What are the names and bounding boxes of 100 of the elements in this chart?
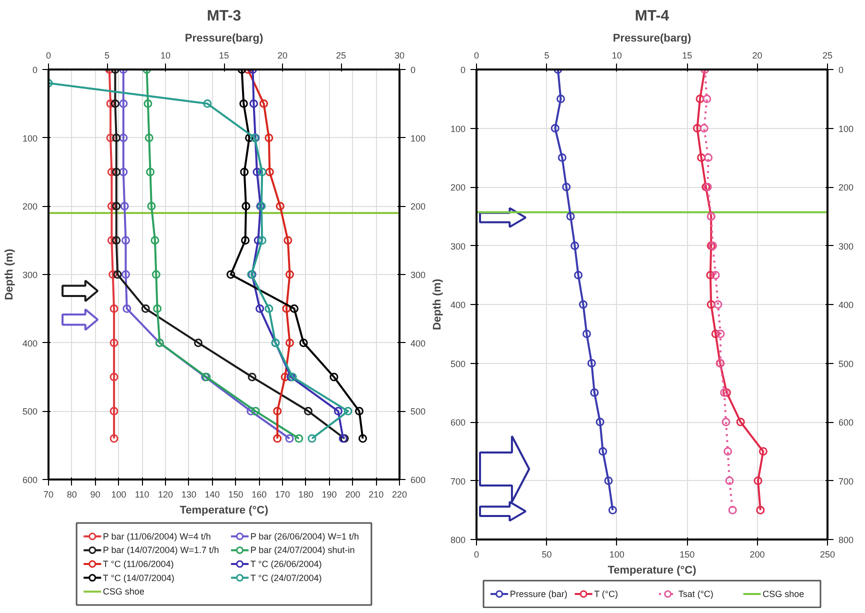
- point: [252, 168, 262, 176]
- y2-tick-label: 200: [410, 202, 426, 212]
- point: [702, 94, 712, 104]
- x2-tick-label: 20: [277, 50, 288, 60]
- point: [264, 134, 274, 142]
- point: [754, 476, 762, 485]
- point: [286, 338, 294, 348]
- y2-tick-label: 800: [838, 535, 854, 545]
- point: [265, 168, 274, 176]
- point: [697, 153, 706, 162]
- point: [280, 372, 290, 382]
- point: [728, 506, 737, 514]
- x2-axis-title: Pressure(barg): [612, 32, 692, 44]
- y-tick-label: 600: [22, 475, 38, 485]
- x2-tick-label: 10: [612, 50, 622, 60]
- x2-tick-label: 5: [544, 50, 550, 60]
- x-tick-label: 200: [750, 550, 765, 560]
- x-tick-label: 100: [609, 550, 624, 560]
- x-tick-label: 50: [542, 550, 552, 560]
- point: [290, 304, 298, 313]
- point: [700, 124, 708, 132]
- y-tick-label: 700: [450, 476, 466, 486]
- point: [711, 270, 720, 280]
- y-tick-label: 400: [450, 300, 466, 310]
- point: [286, 270, 294, 279]
- point: [264, 304, 274, 313]
- x-tick-label: 130: [181, 490, 196, 500]
- x2-tick-label: 0: [46, 50, 52, 60]
- point: [696, 94, 704, 104]
- x-axis-title: Temperature (°C): [180, 504, 269, 516]
- x-tick-label: 160: [252, 490, 267, 500]
- chart-title: MT-4: [634, 8, 670, 24]
- y-axis-title: Depth (m): [3, 248, 16, 300]
- x2-tick-label: 30: [394, 50, 405, 60]
- legend-label: CSG shoe: [102, 586, 144, 597]
- legend-label: T °C (26/06/2004): [250, 559, 322, 569]
- y2-tick-label: 0: [410, 65, 416, 75]
- point: [249, 99, 258, 108]
- x-tick-label: 80: [66, 490, 77, 500]
- legend-label: P bar (11/06/2004) W=4 t/h: [102, 531, 211, 542]
- point: [260, 99, 268, 108]
- x-tick-label: 120: [158, 490, 174, 500]
- y2-tick-label: 700: [838, 476, 854, 486]
- legend-label: P bar (26/06/2004) W=1 t/h: [250, 531, 359, 542]
- legend-label: T °C (24/07/2004): [250, 572, 322, 583]
- point: [276, 202, 284, 210]
- point: [299, 338, 308, 348]
- y2-tick-label: 500: [410, 406, 426, 417]
- y2-tick-label: 300: [838, 241, 854, 252]
- y-tick-label: 600: [450, 418, 466, 428]
- y-tick-label: 200: [22, 202, 38, 212]
- x-tick-label: 0: [474, 550, 480, 560]
- x2-tick-label: 5: [104, 50, 110, 60]
- point: [725, 476, 734, 485]
- x2-tick-label: 10: [160, 50, 171, 60]
- point: [736, 418, 745, 426]
- point: [711, 330, 720, 338]
- x-tick-label: 110: [134, 490, 150, 500]
- x-tick-label: 250: [820, 550, 836, 560]
- y-tick-label: 300: [22, 270, 38, 280]
- y2-tick-label: 100: [838, 124, 854, 134]
- y-tick-label: 800: [450, 535, 466, 545]
- x2-tick-label: 25: [336, 50, 346, 60]
- point: [714, 300, 722, 309]
- y2-tick-label: 200: [838, 182, 854, 192]
- x-tick-label: 180: [298, 490, 314, 500]
- point: [334, 406, 342, 416]
- point: [273, 406, 282, 416]
- legend-label: T °C (11/06/2004): [102, 559, 174, 569]
- point: [706, 300, 716, 309]
- x2-axis-title: Pressure(barg): [184, 32, 264, 44]
- point: [203, 99, 212, 108]
- y-tick-label: 0: [32, 65, 38, 75]
- y-tick-label: 100: [450, 124, 466, 134]
- x-tick-label: 220: [392, 490, 408, 500]
- y2-tick-label: 500: [838, 358, 854, 369]
- point: [241, 236, 250, 245]
- y2-tick-label: 600: [410, 475, 426, 485]
- y2-tick-label: 100: [410, 133, 426, 144]
- point: [704, 153, 713, 162]
- y-tick-label: 300: [450, 241, 466, 252]
- x-tick-label: 200: [345, 490, 360, 500]
- x2-tick-label: 15: [682, 50, 692, 60]
- x-tick-label: 90: [90, 490, 100, 500]
- point: [258, 168, 266, 176]
- legend-label: Tsat (°C): [678, 589, 714, 599]
- point: [282, 304, 291, 313]
- point: [254, 236, 262, 245]
- point: [240, 168, 249, 176]
- x-tick-label: 210: [368, 490, 384, 500]
- x2-tick-label: 20: [752, 50, 762, 60]
- legend-label: Pressure (bar): [510, 589, 568, 599]
- y2-tick-label: 600: [838, 418, 854, 428]
- point: [706, 270, 715, 280]
- point: [716, 330, 725, 338]
- y-tick-label: 500: [450, 358, 466, 369]
- y-tick-label: 400: [22, 338, 38, 348]
- point: [355, 406, 364, 416]
- point: [330, 372, 338, 382]
- point: [284, 236, 292, 245]
